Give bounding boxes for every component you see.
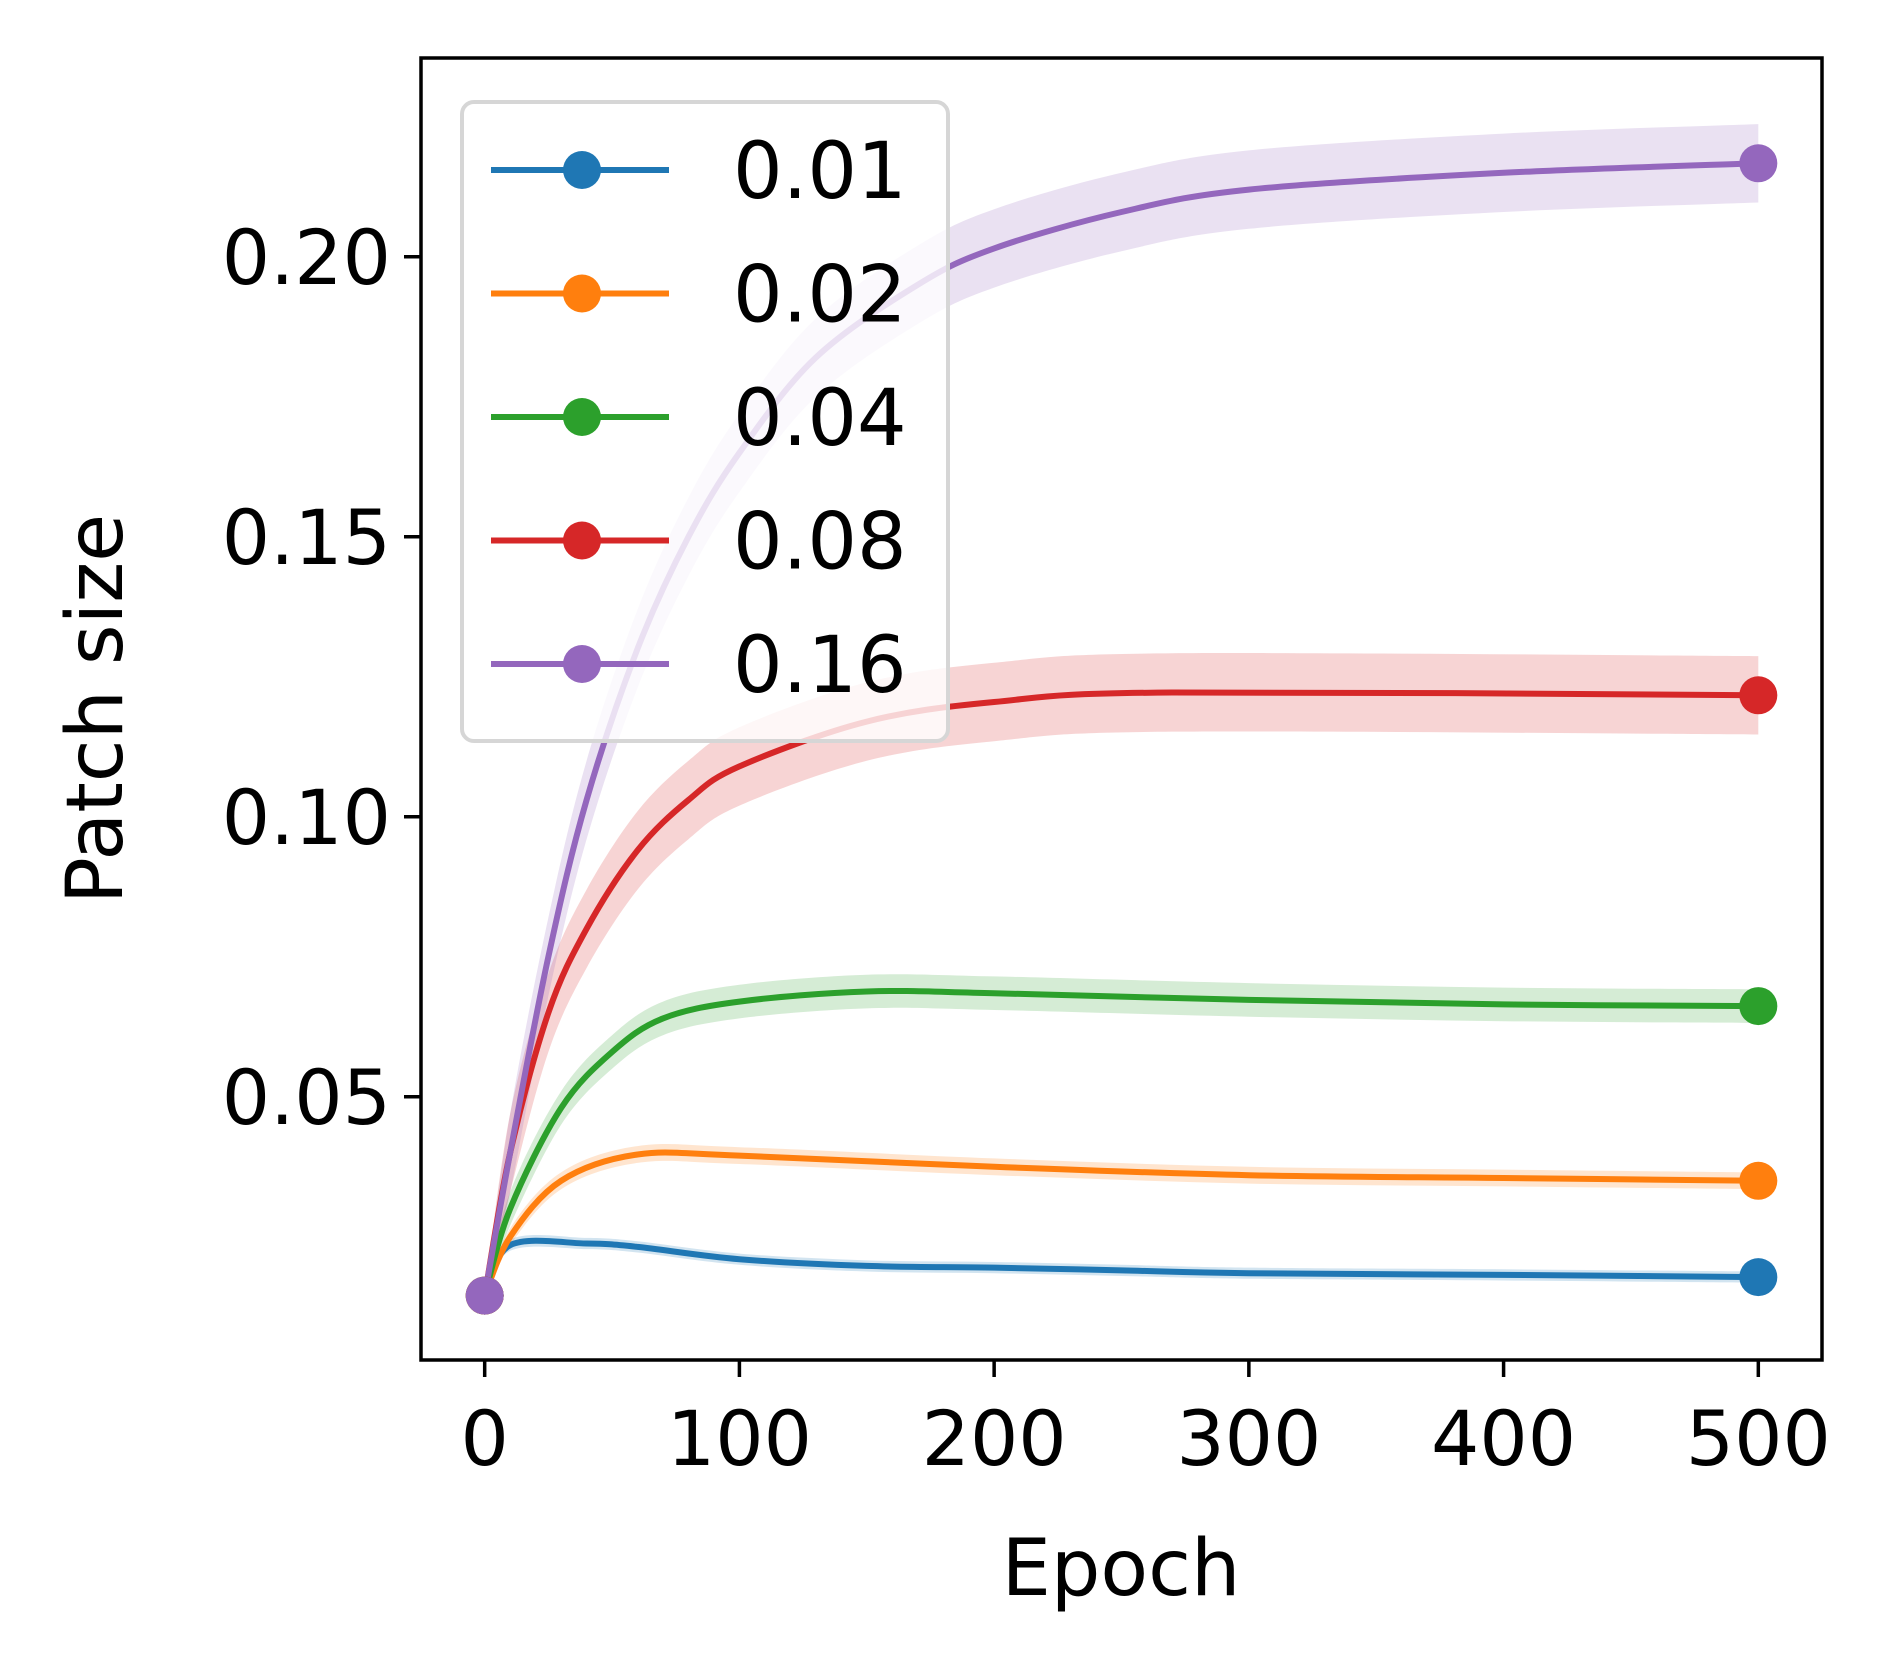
legend-marker (563, 151, 601, 189)
marker-0.08-end (1739, 676, 1778, 715)
legend-item-0.01: 0.01 (491, 127, 907, 217)
x-tick-label: 0 (461, 1394, 509, 1483)
legend: 0.01 0.02 0.04 0.08 0.16 (460, 100, 950, 743)
plot-area-frame (419, 56, 1824, 1362)
x-tick-label: 100 (667, 1394, 812, 1483)
x-tick-label: 200 (922, 1394, 1067, 1483)
legend-item-0.16: 0.16 (491, 621, 907, 711)
y-axis: 0.05 0.10 0.15 0.20 (222, 213, 421, 1142)
y-tick-label: 0.10 (222, 773, 391, 862)
legend-frame (460, 100, 950, 743)
y-tick-label: 0.15 (222, 493, 391, 582)
x-axis-label: Epoch (1002, 1524, 1241, 1614)
legend-marker (563, 645, 601, 683)
legend-label: 0.16 (733, 621, 907, 711)
band-0.01 (484, 1234, 1759, 1299)
line-0.02 (481, 1149, 1759, 1297)
x-tick-label: 300 (1176, 1394, 1321, 1483)
x-tick-label: 500 (1686, 1394, 1831, 1483)
marker-0.16-end (1739, 144, 1778, 183)
y-tick-label: 0.05 (222, 1053, 391, 1142)
x-axis: 0 100 200 300 400 500 (461, 1360, 1831, 1483)
series-markers (465, 144, 1778, 1315)
marker-0.16-start (465, 1276, 504, 1315)
legend-item-0.04: 0.04 (491, 374, 907, 464)
y-axis-label: Patch size (51, 514, 141, 904)
legend-marker (563, 398, 601, 436)
legend-item-0.02: 0.02 (491, 251, 907, 341)
legend-marker (563, 521, 601, 560)
band-0.08 (484, 653, 1759, 1299)
marker-0.04-end (1739, 987, 1778, 1026)
x-tick-label: 400 (1431, 1394, 1576, 1483)
legend-item-0.08: 0.08 (491, 498, 907, 588)
legend-label: 0.04 (733, 374, 907, 464)
legend-label: 0.01 (733, 127, 907, 217)
legend-marker (563, 274, 601, 313)
legend-label: 0.08 (733, 498, 907, 588)
legend-label: 0.02 (733, 251, 907, 341)
y-tick-label: 0.20 (222, 213, 391, 302)
band-0.02 (484, 1144, 1759, 1299)
line-0.08 (481, 689, 1759, 1297)
line-0.04 (481, 987, 1759, 1297)
marker-0.01-end (1739, 1258, 1778, 1297)
marker-0.02-end (1739, 1161, 1778, 1200)
line-0.01 (481, 1237, 1759, 1297)
